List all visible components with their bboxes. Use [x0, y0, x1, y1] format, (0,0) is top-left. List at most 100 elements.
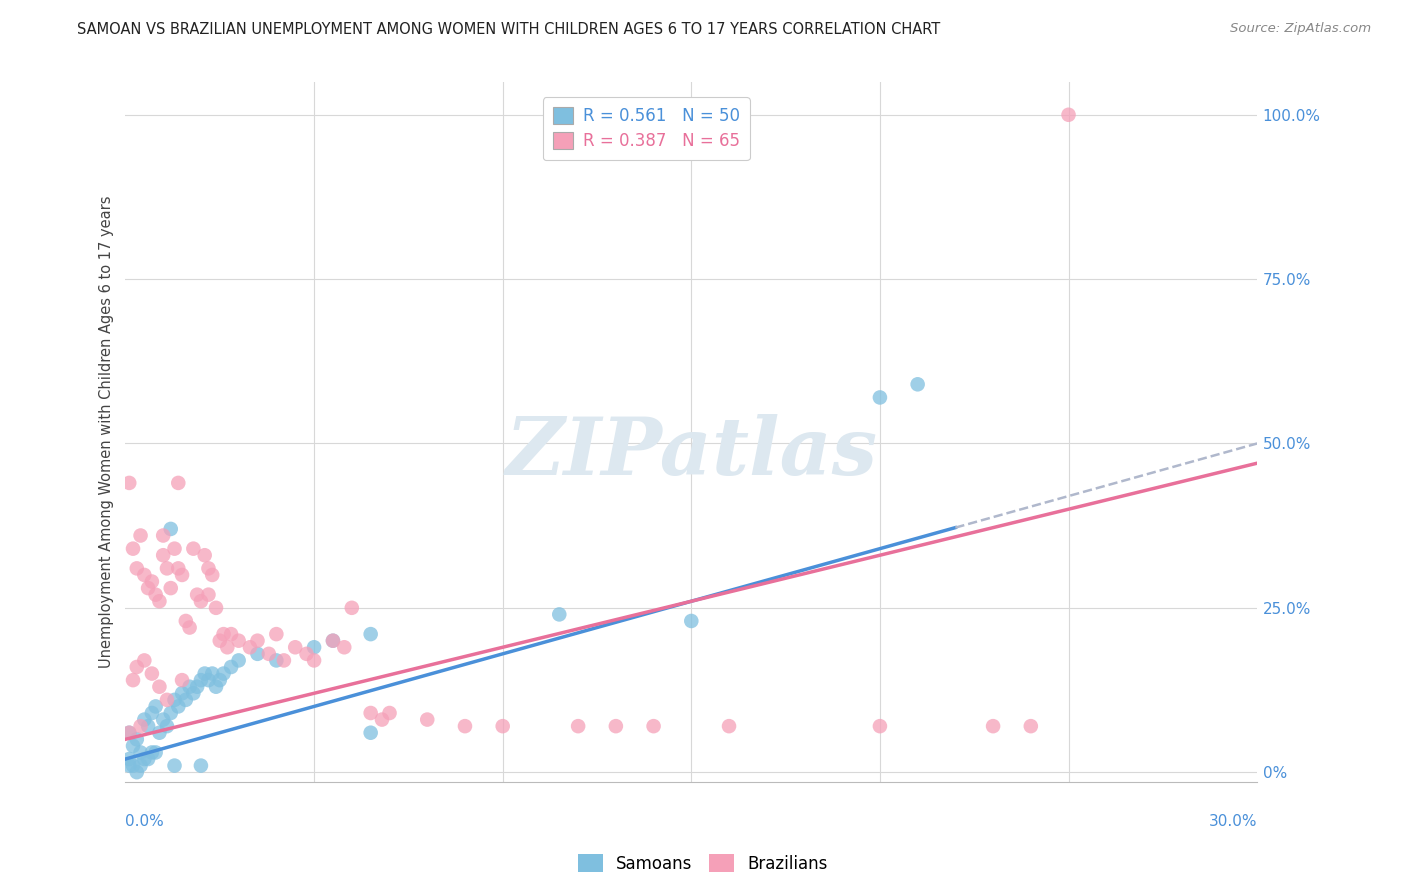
Brazilians	[360, 706, 382, 720]
Brazilians	[981, 719, 1004, 733]
Brazilians	[212, 627, 235, 641]
Brazilians	[141, 574, 163, 589]
Samoans	[125, 765, 148, 780]
Brazilians	[869, 719, 891, 733]
Brazilians	[148, 680, 170, 694]
Samoans	[219, 660, 242, 674]
Samoans	[145, 746, 167, 760]
Samoans	[145, 699, 167, 714]
Brazilians	[228, 633, 250, 648]
Samoans	[125, 732, 148, 747]
Samoans	[136, 719, 159, 733]
Samoans	[208, 673, 231, 687]
Samoans	[360, 725, 382, 739]
Brazilians	[246, 633, 269, 648]
Samoans	[159, 706, 181, 720]
Brazilians	[454, 719, 477, 733]
Brazilians	[156, 693, 179, 707]
Brazilians	[141, 666, 163, 681]
Samoans	[194, 666, 217, 681]
Brazilians	[129, 528, 152, 542]
Brazilians	[125, 660, 148, 674]
Brazilians	[136, 581, 159, 595]
Samoans	[186, 680, 208, 694]
Samoans	[134, 752, 156, 766]
Text: 0.0%: 0.0%	[125, 814, 165, 829]
Brazilians	[183, 541, 205, 556]
Brazilians	[145, 588, 167, 602]
Samoans	[156, 719, 179, 733]
Samoans	[246, 647, 269, 661]
Samoans	[167, 699, 190, 714]
Brazilians	[129, 719, 152, 733]
Samoans	[548, 607, 571, 622]
Legend: Samoans, Brazilians: Samoans, Brazilians	[571, 847, 835, 880]
Brazilians	[118, 725, 141, 739]
Y-axis label: Unemployment Among Women with Children Ages 6 to 17 years: Unemployment Among Women with Children A…	[100, 195, 114, 668]
Brazilians	[371, 713, 394, 727]
Brazilians	[378, 706, 401, 720]
Brazilians	[167, 475, 190, 490]
Brazilians	[333, 640, 356, 655]
Samoans	[302, 640, 325, 655]
Brazilians	[295, 647, 318, 661]
Text: SAMOAN VS BRAZILIAN UNEMPLOYMENT AMONG WOMEN WITH CHILDREN AGES 6 TO 17 YEARS CO: SAMOAN VS BRAZILIAN UNEMPLOYMENT AMONG W…	[77, 22, 941, 37]
Samoans	[163, 693, 186, 707]
Brazilians	[170, 673, 193, 687]
Brazilians	[1019, 719, 1042, 733]
Brazilians	[273, 653, 295, 667]
Brazilians	[217, 640, 239, 655]
Brazilians	[284, 640, 307, 655]
Brazilians	[152, 548, 174, 562]
Brazilians	[197, 561, 219, 575]
Text: ZIPatlas: ZIPatlas	[505, 414, 877, 491]
Text: Source: ZipAtlas.com: Source: ZipAtlas.com	[1230, 22, 1371, 36]
Brazilians	[167, 561, 190, 575]
Brazilians	[416, 713, 439, 727]
Samoans	[163, 758, 186, 772]
Samoans	[118, 725, 141, 739]
Samoans	[174, 693, 197, 707]
Brazilians	[208, 633, 231, 648]
Samoans	[141, 746, 163, 760]
Samoans	[681, 614, 703, 628]
Brazilians	[159, 581, 181, 595]
Samoans	[907, 377, 929, 392]
Samoans	[129, 758, 152, 772]
Samoans	[205, 680, 228, 694]
Brazilians	[340, 600, 363, 615]
Brazilians	[718, 719, 741, 733]
Samoans	[190, 758, 212, 772]
Brazilians	[266, 627, 288, 641]
Samoans	[118, 758, 141, 772]
Brazilians	[122, 673, 145, 687]
Brazilians	[205, 600, 228, 615]
Brazilians	[179, 621, 201, 635]
Brazilians	[163, 541, 186, 556]
Brazilians	[170, 568, 193, 582]
Samoans	[228, 653, 250, 667]
Samoans	[134, 713, 156, 727]
Brazilians	[125, 561, 148, 575]
Brazilians	[567, 719, 589, 733]
Samoans	[170, 686, 193, 700]
Samoans	[266, 653, 288, 667]
Samoans	[152, 713, 174, 727]
Samoans	[122, 739, 145, 753]
Brazilians	[186, 588, 208, 602]
Brazilians	[492, 719, 515, 733]
Brazilians	[302, 653, 325, 667]
Samoans	[129, 746, 152, 760]
Brazilians	[174, 614, 197, 628]
Samoans	[322, 633, 344, 648]
Brazilians	[134, 568, 156, 582]
Brazilians	[257, 647, 280, 661]
Samoans	[148, 725, 170, 739]
Brazilians	[122, 541, 145, 556]
Brazilians	[152, 528, 174, 542]
Brazilians	[322, 633, 344, 648]
Brazilians	[605, 719, 627, 733]
Brazilians	[1057, 108, 1080, 122]
Text: 30.0%: 30.0%	[1209, 814, 1257, 829]
Samoans	[183, 686, 205, 700]
